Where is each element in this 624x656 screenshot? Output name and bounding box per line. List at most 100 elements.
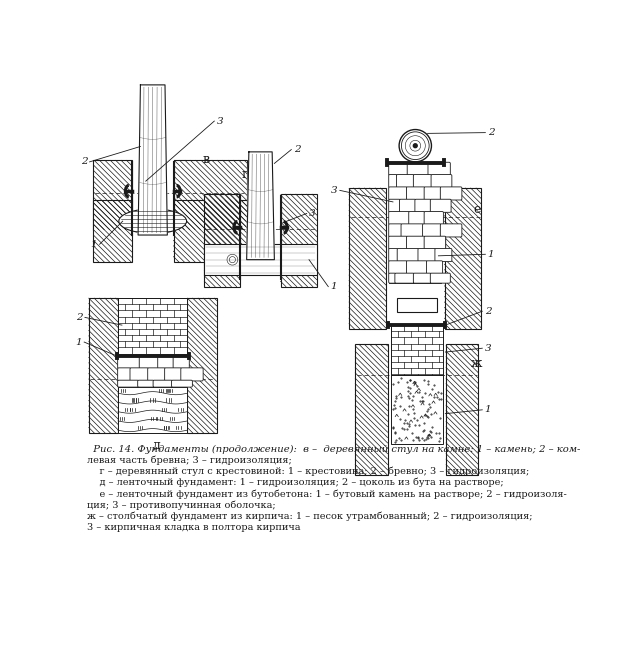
Text: 3 – кирпичная кладка в полтора кирпича: 3 – кирпичная кладка в полтора кирпича <box>87 523 301 531</box>
Text: е: е <box>474 203 481 216</box>
FancyBboxPatch shape <box>395 273 414 283</box>
Text: ция; 3 – противопучинная оболочка;: ция; 3 – противопучинная оболочка; <box>87 501 276 510</box>
FancyBboxPatch shape <box>424 236 446 249</box>
FancyBboxPatch shape <box>389 211 409 224</box>
Bar <box>444 188 482 329</box>
Text: ж – столбчатый фундамент из кирпича: 1 – песок утрамбованный; 2 – гидроизоляция;: ж – столбчатый фундамент из кирпича: 1 –… <box>87 512 533 521</box>
Text: 1: 1 <box>76 338 82 346</box>
Text: 3: 3 <box>331 186 338 195</box>
Bar <box>446 344 479 475</box>
FancyBboxPatch shape <box>441 224 462 237</box>
FancyBboxPatch shape <box>406 261 427 274</box>
Text: д: д <box>152 439 160 452</box>
Text: д – ленточный фундамент: 1 – гидроизоляция; 2 – цоколь из бута на растворе;: д – ленточный фундамент: 1 – гидроизоляц… <box>87 478 504 487</box>
Bar <box>204 194 240 287</box>
FancyBboxPatch shape <box>396 174 414 188</box>
Text: 3: 3 <box>485 344 491 353</box>
FancyBboxPatch shape <box>413 174 432 188</box>
Bar <box>118 298 187 356</box>
Text: в: в <box>203 153 210 166</box>
FancyBboxPatch shape <box>401 224 423 237</box>
Bar <box>389 163 441 283</box>
FancyBboxPatch shape <box>389 174 397 188</box>
Text: 2: 2 <box>294 145 300 154</box>
Bar <box>173 200 248 262</box>
Text: левая часть бревна; 3 – гидроизоляция;: левая часть бревна; 3 – гидроизоляция; <box>87 456 292 465</box>
Text: 3: 3 <box>309 209 316 218</box>
FancyBboxPatch shape <box>406 236 425 249</box>
Text: г: г <box>241 169 248 182</box>
Bar <box>281 194 317 287</box>
Bar <box>118 387 187 433</box>
FancyBboxPatch shape <box>118 356 140 369</box>
Text: 1: 1 <box>90 240 97 249</box>
FancyBboxPatch shape <box>389 273 396 283</box>
Text: 1: 1 <box>331 282 337 291</box>
FancyBboxPatch shape <box>431 199 451 213</box>
Bar <box>89 298 118 433</box>
FancyBboxPatch shape <box>415 199 431 213</box>
FancyBboxPatch shape <box>138 380 154 387</box>
FancyBboxPatch shape <box>409 211 425 224</box>
FancyBboxPatch shape <box>389 236 407 249</box>
FancyBboxPatch shape <box>118 380 139 387</box>
Bar <box>391 375 443 445</box>
Polygon shape <box>246 152 275 260</box>
Text: ж: ж <box>470 357 482 370</box>
Text: 1: 1 <box>488 250 494 258</box>
Text: 2: 2 <box>485 307 491 316</box>
FancyBboxPatch shape <box>424 187 441 200</box>
FancyBboxPatch shape <box>148 368 165 381</box>
FancyBboxPatch shape <box>158 356 174 369</box>
FancyBboxPatch shape <box>422 224 441 237</box>
Bar <box>173 160 248 230</box>
Text: 1: 1 <box>485 405 491 415</box>
FancyBboxPatch shape <box>389 224 402 237</box>
Ellipse shape <box>119 209 187 234</box>
FancyBboxPatch shape <box>435 249 452 262</box>
Text: г – деревянный стул с крестовиной: 1 – крестовина; 2 – бревно; 3 – гидроизоляция: г – деревянный стул с крестовиной: 1 – к… <box>87 467 530 476</box>
Text: е – ленточный фундамент из бутобетона: 1 – бутовый камень на растворе; 2 – гидро: е – ленточный фундамент из бутобетона: 1… <box>87 489 567 499</box>
FancyBboxPatch shape <box>426 261 442 274</box>
Polygon shape <box>138 85 167 235</box>
Bar <box>204 244 317 275</box>
FancyBboxPatch shape <box>118 368 131 381</box>
FancyBboxPatch shape <box>389 199 400 213</box>
FancyBboxPatch shape <box>431 273 451 283</box>
FancyBboxPatch shape <box>139 356 158 369</box>
Circle shape <box>399 129 431 162</box>
FancyBboxPatch shape <box>407 162 429 175</box>
Bar <box>355 344 388 475</box>
FancyBboxPatch shape <box>424 211 444 224</box>
Bar <box>94 200 132 262</box>
FancyBboxPatch shape <box>165 368 182 381</box>
FancyBboxPatch shape <box>181 368 203 381</box>
FancyBboxPatch shape <box>389 249 398 262</box>
FancyBboxPatch shape <box>389 162 408 175</box>
FancyBboxPatch shape <box>406 187 425 200</box>
FancyBboxPatch shape <box>399 199 416 213</box>
Text: 3: 3 <box>217 117 223 125</box>
FancyBboxPatch shape <box>153 380 172 387</box>
FancyBboxPatch shape <box>431 174 452 188</box>
Bar <box>94 160 132 230</box>
FancyBboxPatch shape <box>389 261 407 274</box>
Text: 2: 2 <box>76 313 82 322</box>
Text: Рис. 14. Фундаменты (продолжение):  в –  деревянный стул на камне: 1 – камень; 2: Рис. 14. Фундаменты (продолжение): в – д… <box>87 445 581 453</box>
Text: 2: 2 <box>488 128 494 137</box>
Bar <box>391 325 443 375</box>
FancyBboxPatch shape <box>441 187 462 200</box>
FancyBboxPatch shape <box>428 162 451 175</box>
FancyBboxPatch shape <box>413 273 431 283</box>
Bar <box>118 356 187 387</box>
FancyBboxPatch shape <box>389 187 407 200</box>
Bar <box>349 188 386 329</box>
Bar <box>187 298 217 433</box>
Bar <box>397 298 437 312</box>
FancyBboxPatch shape <box>173 356 189 369</box>
FancyBboxPatch shape <box>418 249 436 262</box>
FancyBboxPatch shape <box>172 380 192 387</box>
Text: 2: 2 <box>80 157 87 167</box>
Circle shape <box>413 144 417 148</box>
FancyBboxPatch shape <box>130 368 149 381</box>
